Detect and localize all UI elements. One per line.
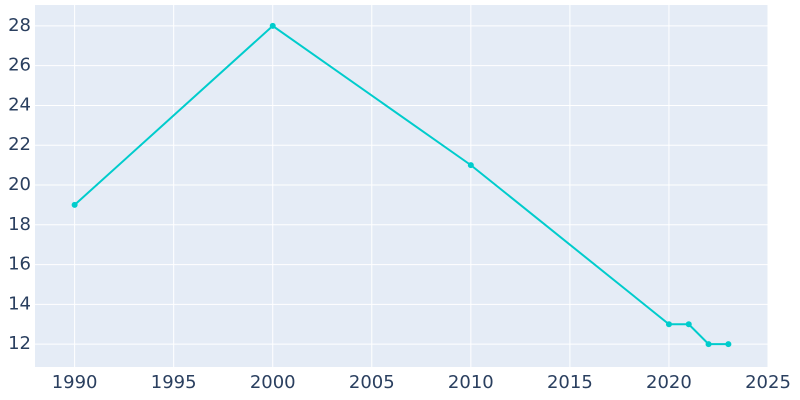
point xyxy=(71,201,78,208)
x-tick-label: 1990 xyxy=(52,372,98,393)
point xyxy=(725,341,732,348)
y-tick-label: 26 xyxy=(8,55,31,76)
point xyxy=(685,321,692,328)
point xyxy=(665,321,672,328)
y-tick-label: 12 xyxy=(8,333,31,354)
y-tick-label: 14 xyxy=(8,293,31,314)
y-tick-label: 16 xyxy=(8,254,31,275)
x-tick-label: 2010 xyxy=(448,372,494,393)
x-tick-label: 2005 xyxy=(349,372,395,393)
x-tick-label: 1995 xyxy=(151,372,197,393)
y-tick-label: 24 xyxy=(8,94,31,115)
y-tick-label: 18 xyxy=(8,214,31,235)
point xyxy=(705,341,712,348)
x-tick-label: 2025 xyxy=(745,372,791,393)
x-tick-label: 2020 xyxy=(646,372,692,393)
y-tick-label: 22 xyxy=(8,134,31,155)
x-tick-label: 2015 xyxy=(547,372,593,393)
point xyxy=(269,22,276,29)
y-tick-label: 20 xyxy=(8,174,31,195)
x-tick-label: 2000 xyxy=(250,372,296,393)
plot-area xyxy=(35,5,768,367)
y-tick-label: 28 xyxy=(8,15,31,36)
point xyxy=(467,162,474,169)
